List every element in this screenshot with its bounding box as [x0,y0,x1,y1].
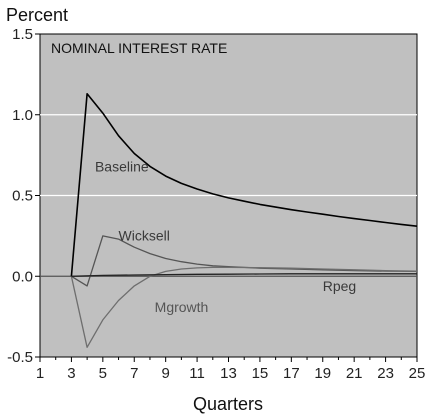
x-tick-labels: 1 3 5 7 9 11 13 15 17 19 21 23 25 [36,357,426,382]
x-tick-label: 5 [99,365,107,382]
y-tick-label: 0.0 [12,268,33,285]
series-lines [70,93,418,348]
x-tick-label: 1 [36,365,44,382]
x-tick-label: 21 [346,365,363,382]
y-axis-title: Percent [6,5,68,25]
x-tick-label: 3 [67,365,75,382]
x-tick-label: 13 [220,365,237,382]
x-tick-label: 25 [409,365,426,382]
chart-title: NOMINAL INTEREST RATE [51,40,227,56]
series-label-rpeg: Rpeg [323,278,356,294]
series-label-mgrowth: Mgrowth [155,299,209,315]
series-line-mgrowth [70,266,418,348]
y-tick-label: 0.5 [12,188,33,205]
y-tick-labels: 1.5 1.0 0.5 0.0 -0.5 [7,26,40,366]
grid-lines [40,114,417,277]
x-axis-title: Quarters [193,394,263,414]
y-tick-label: 1.5 [12,26,33,43]
x-tick-label: 17 [283,365,300,382]
x-tick-label: 11 [189,365,205,382]
series-line-wicksell [71,235,418,287]
x-tick-label: 15 [252,365,269,382]
x-tick-label: 19 [314,365,331,382]
y-tick-label: -0.5 [7,349,33,366]
series-label-baseline: Baseline [95,158,149,174]
series-label-wicksell: Wicksell [119,228,170,244]
x-tick-label: 9 [161,365,169,382]
y-tick-label: 1.0 [12,107,33,124]
series-line-rpeg [71,273,417,277]
x-tick-label: 23 [377,365,394,382]
series-labels: Baseline Wicksell Rpeg Mgrowth [95,158,356,315]
series-line-baseline [70,93,418,277]
x-tick-label: 7 [130,365,138,382]
